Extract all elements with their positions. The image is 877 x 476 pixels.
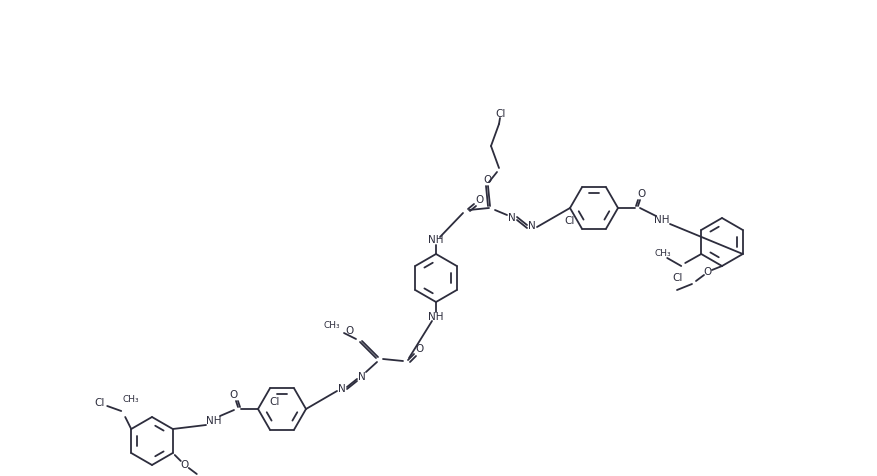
Text: NH: NH (654, 215, 670, 225)
Text: O: O (638, 189, 646, 199)
Text: O: O (181, 460, 189, 470)
Text: CH₃: CH₃ (123, 395, 139, 404)
Text: CH₃: CH₃ (655, 249, 672, 258)
Text: O: O (476, 195, 484, 205)
Text: Cl: Cl (672, 273, 682, 283)
Text: NH: NH (206, 416, 222, 426)
Text: Cl: Cl (496, 109, 506, 119)
Text: N: N (528, 221, 536, 231)
Text: O: O (416, 344, 424, 354)
Text: O: O (704, 267, 712, 277)
Text: N: N (508, 213, 516, 223)
Text: NH: NH (428, 235, 444, 245)
Text: NH: NH (428, 312, 444, 322)
Text: CH₃: CH₃ (324, 320, 340, 329)
Text: Cl: Cl (565, 216, 575, 226)
Text: Cl: Cl (270, 397, 280, 407)
Text: N: N (339, 384, 346, 394)
Text: N: N (358, 372, 366, 382)
Text: O: O (346, 326, 354, 336)
Text: O: O (230, 390, 239, 400)
Text: Cl: Cl (94, 398, 104, 408)
Text: O: O (483, 175, 491, 185)
